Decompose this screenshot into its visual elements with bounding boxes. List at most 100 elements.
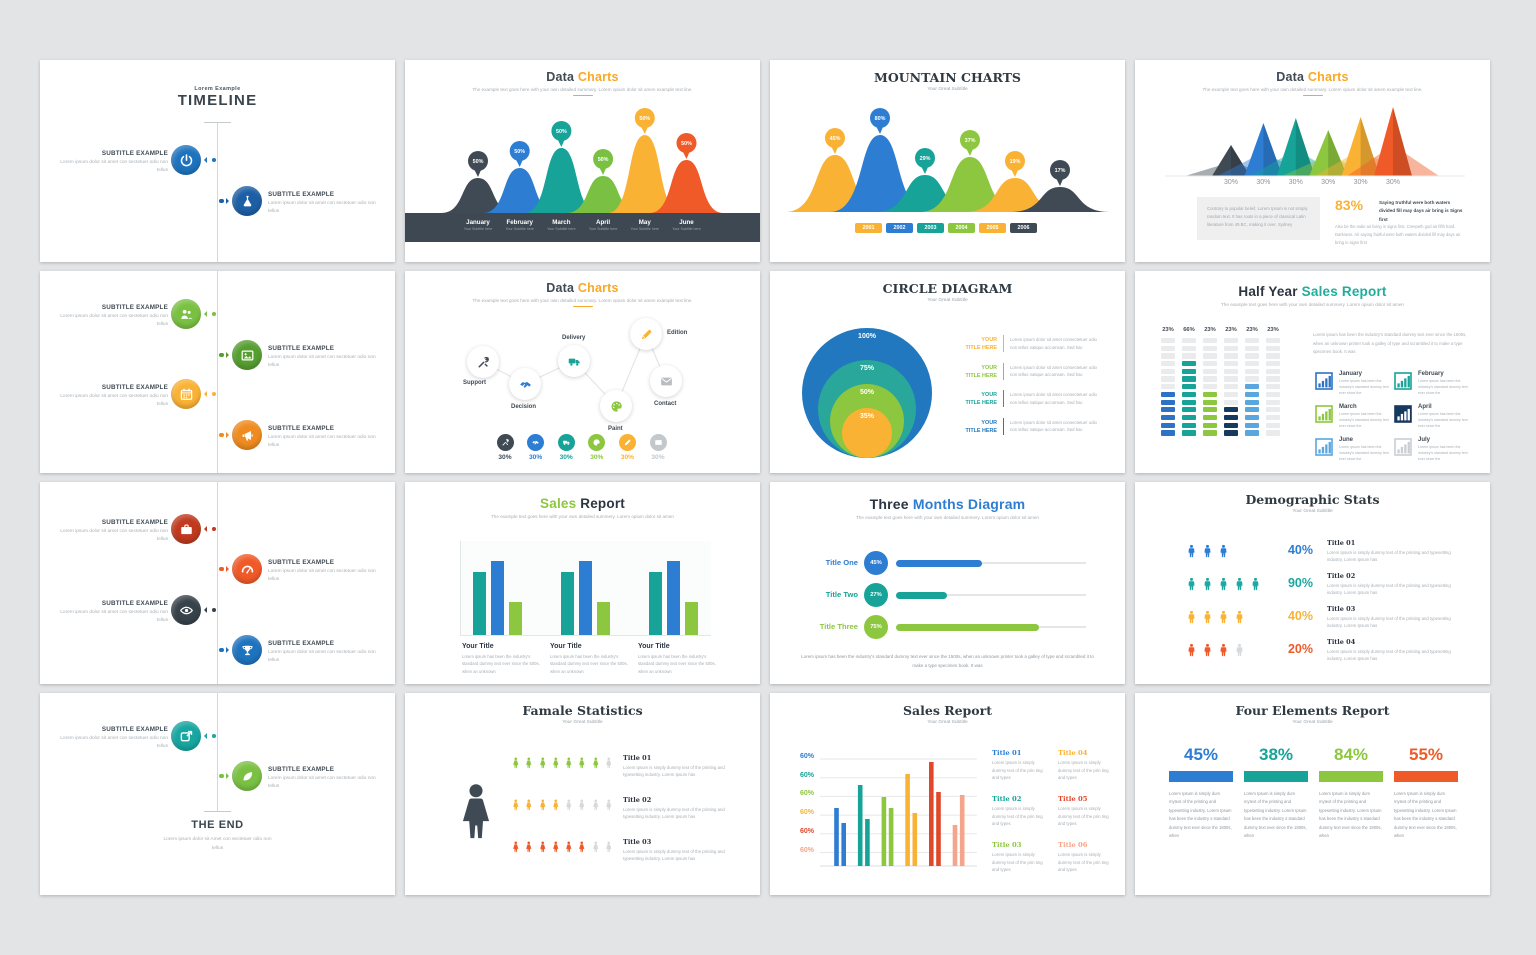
peak-value-label: 30% [1223,179,1238,186]
slide-demographic-stats[interactable]: Demographic Stats Your Great Subtitle 40… [1135,482,1490,684]
network-node-label: Contact [654,401,677,407]
slide-timeline-3[interactable]: SUBTITLE EXAMPLE Lorem ipsum dolor sit a… [40,482,395,684]
slide-title: Half Year Sales Report [1135,284,1490,299]
value-balloon: 50% [593,149,614,175]
slide-data-charts-triangles[interactable]: Data Charts The example text goes here w… [1135,60,1490,262]
slide-timeline-2[interactable]: SUBTITLE EXAMPLE Lorem ipsum dolor sit a… [40,271,395,473]
svg-text:50%: 50% [639,116,650,122]
mini-bar-chart-icon [1394,438,1412,456]
axis-label: 60% [799,809,814,817]
slide-header: Famale Statistics Your Great Subtitle [405,703,760,725]
slide-data-charts-balloons[interactable]: Data Charts The example text goes here w… [405,60,760,262]
slide-timeline-1[interactable]: Lorem Example TIMELINE SUBTITLE EXAMPLE … [40,60,395,262]
slide-timeline-4[interactable]: SUBTITLE EXAMPLE Lorem ipsum dolor sit a… [40,693,395,895]
connector-dot [219,773,224,779]
bar [841,823,846,866]
legend-body: Lorem Ipsum is simply dummy text of the … [992,806,1043,827]
legend-value: 30% [620,454,634,461]
axis-label: 60% [799,846,814,854]
row-title: Title 01 [1327,539,1356,547]
legend-row: YOUR TITLE HERE Lorem ipsum dolor sit ame… [945,416,1110,440]
envelope-icon [659,374,674,389]
group-title: Your Title [550,643,582,650]
month-name: April [596,219,611,226]
legend-block: Title 05 Lorem Ipsum is simply dummy tex… [1058,795,1116,828]
timeline-item-badge [232,186,262,216]
legend-item: 30% [618,434,636,461]
mountain-shape [524,148,599,213]
slide-sales-report-groups[interactable]: Sales Report The example text goes here … [405,482,760,684]
legend-row: YOUR TITLE HERE Lorem ipsum dolor sit ame… [945,333,1110,357]
slide-mountain-charts[interactable]: MOUNTAIN CHARTS Your Great Subtitle 45% 8… [770,60,1125,262]
person-icon [1185,604,1198,630]
timeline-item-body: Lorem ipsum dolor sit amet con sectetuer… [268,354,376,368]
month-card-body: Lorem ipsum has been the industry's stan… [1418,445,1468,462]
female-icon [590,835,602,859]
timeline-item-title: SUBTITLE EXAMPLE [268,191,335,198]
progress-fill [896,559,982,567]
legend-title: Title 01 [992,749,1022,757]
slide-half-year-sales-report[interactable]: Half Year Sales Report The example text … [1135,271,1490,473]
legend-block: Title 04 Lorem Ipsum is simply dummy tex… [1058,749,1116,782]
slide-header: Sales Report Your Great Subtitle [770,703,1125,725]
year-pill: 2006 [1010,223,1037,233]
column-percent: 23% [1162,327,1174,333]
value-balloon: 17% [1050,160,1070,186]
leaf-icon [240,769,255,784]
legend-row-divider [1003,335,1005,352]
female-icon [563,751,575,775]
slide-subtitle: Your Great Subtitle [927,86,968,92]
peak-value-label: 30% [1288,179,1303,186]
title-part-1: Half Year [1238,284,1298,299]
network-node [558,345,590,377]
female-icon [537,793,549,817]
slide-header: Sales Report The example text goes here … [405,496,760,519]
legend-body: Lorem Ipsum is simply dummy text of the … [992,852,1043,873]
month-axis-band: January Your Subtitle here February Your… [405,213,760,242]
slide-circle-diagram[interactable]: CIRCLE DIAGRAM Your Great Subtitle 100% … [770,271,1125,473]
group-caption: Your Title Lorem ipsum has been the indu… [462,643,540,675]
timeline-item-body: Lorem ipsum dolor sit amet con sectetuer… [268,775,376,789]
title-part-1: Data [546,70,575,84]
female-icon [537,751,549,775]
slide-famale-statistics[interactable]: Famale Statistics Your Great Subtitle Ti… [405,693,760,895]
row-body: Lorem Ipsum is simply dummy text of the … [623,806,725,820]
element-column: 45% Lorem Ipsum is simply dum mytext of … [1169,745,1233,840]
column-segments [1203,338,1220,436]
month-card-title: January [1339,371,1363,377]
slide-title: Sales Report [903,703,992,718]
month-subtitle: Your Subtitle here [588,227,618,231]
svg-text:100%: 100% [858,333,877,340]
person-icon [1185,571,1198,597]
pencil-icon [623,438,632,447]
slide-data-charts-network[interactable]: Data Charts The example text goes here w… [405,271,760,473]
slide-subtitle: Your Great Subtitle [1292,508,1333,514]
slide-three-months-diagram[interactable]: Three Months Diagram The example text go… [770,482,1125,684]
mountain-shape [649,160,724,213]
person-icon [1201,637,1214,663]
slide-four-elements-report[interactable]: Four Elements Report Your Great Subtitle… [1135,693,1490,895]
progress-row-title: Title One [825,558,858,567]
row-body: Lorem Ipsum is simply dummy text of the … [1327,648,1451,662]
title-part-2: Report [580,496,625,511]
value-balloon: 50% [468,151,488,177]
legend-value: 30% [590,454,604,461]
month-card-body: Lorem ipsum has been the industry's stan… [1339,412,1389,429]
trophy-icon [240,643,255,658]
person-icon [1217,538,1230,564]
eye-icon [179,603,194,618]
slide-sales-report-pairs[interactable]: Sales Report Your Great Subtitle 60% 60% 6… [770,693,1125,895]
element-body: Lorem Ipsum is simply dum mytext of the … [1319,791,1382,839]
title-part-1: Data [1276,70,1305,84]
accent-rule [1302,94,1323,97]
legend-badge [496,434,514,451]
bar [857,785,863,866]
mountain-chart: 45% 80% 29% 37% 19% 17% [785,108,1110,212]
legend-badge [649,434,667,451]
mountain-shape [482,168,557,213]
element-bar [1169,771,1233,782]
timeline-end-tick [204,811,231,812]
female-icon [603,751,615,775]
title-part-2: Charts [1307,70,1349,84]
person-icon [1217,604,1230,630]
